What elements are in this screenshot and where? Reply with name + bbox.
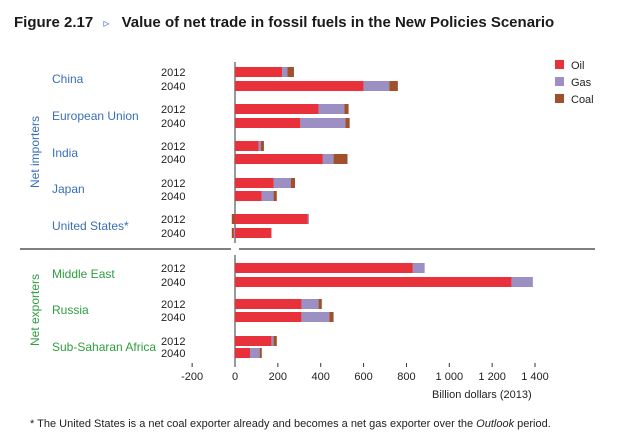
bar-coal — [389, 81, 398, 91]
bar-gas — [261, 191, 274, 201]
legend-label: Gas — [571, 77, 592, 89]
bar-oil — [235, 104, 319, 114]
year-label: 2012 — [161, 263, 185, 275]
year-label: 2012 — [161, 141, 185, 153]
bar-oil — [235, 118, 301, 128]
region-label: United States* — [52, 219, 129, 233]
year-label: 2040 — [161, 191, 185, 203]
region-label: European Union — [52, 109, 139, 123]
year-label: 2012 — [161, 299, 185, 311]
bar-coal — [273, 191, 277, 201]
bar-coal — [344, 104, 349, 114]
bar-gas — [300, 118, 346, 128]
bar-coal — [318, 299, 322, 309]
bar-oil — [235, 67, 283, 77]
bar-coal — [259, 348, 262, 358]
bar-gas — [301, 312, 330, 322]
bar-coal — [329, 312, 334, 322]
bar-gas — [258, 141, 261, 151]
bar-coal — [231, 228, 234, 238]
year-label: 2040 — [161, 312, 185, 324]
region-label: India — [52, 146, 78, 160]
region-label: China — [52, 72, 84, 86]
year-label: 2012 — [161, 67, 185, 79]
bar-coal — [290, 178, 296, 188]
bar-oil — [235, 312, 302, 322]
legend-label: Oil — [571, 60, 584, 72]
x-tick-label: 1 200 — [478, 371, 506, 383]
legend-swatch-gas — [555, 77, 564, 86]
figure-number: Figure 2.17 — [14, 14, 94, 31]
x-tick-label: 1 400 — [521, 371, 549, 383]
bar-oil — [235, 277, 512, 287]
bar-gas — [363, 81, 390, 91]
chart-title: Value of net trade in fossil fuels in th… — [121, 14, 555, 31]
x-tick-label: 800 — [397, 371, 415, 383]
bar-gas — [322, 154, 334, 164]
x-tick-label: 600 — [354, 371, 372, 383]
bar-gas — [271, 336, 274, 346]
bar-coal — [273, 336, 277, 346]
x-tick-label: 0 — [232, 371, 238, 383]
region-label: Sub-Saharan Africa — [52, 340, 156, 354]
bar-gas — [318, 104, 345, 114]
year-label: 2040 — [161, 277, 185, 289]
x-axis-label: Billion dollars (2013) — [432, 389, 532, 401]
year-label: 2040 — [161, 118, 185, 130]
chart-canvas: -200 0 200 400 600 800 1 000 1 200 1 400 Billion … — [20, 60, 595, 401]
footnote-text-before: * The United States is a net coal export… — [30, 418, 477, 430]
bar-gas — [233, 228, 235, 238]
year-label: 2040 — [161, 81, 185, 93]
bar-oil — [235, 348, 251, 358]
bar-oil — [235, 81, 364, 91]
bar-oil — [235, 228, 272, 238]
bar-oil — [235, 141, 259, 151]
footnote-text-after: period. — [514, 418, 551, 430]
x-tick-label: -200 — [181, 371, 203, 383]
year-label: 2040 — [161, 348, 185, 360]
group-label-importers: Net importers — [28, 116, 42, 188]
bar-oil — [235, 299, 302, 309]
bar-oil — [235, 263, 413, 273]
year-label: 2012 — [161, 104, 185, 116]
year-label: 2012 — [161, 214, 185, 226]
bar-oil — [235, 214, 308, 224]
year-label: 2040 — [161, 228, 185, 240]
bar-oil — [235, 191, 262, 201]
x-tick-label: 1 000 — [436, 371, 464, 383]
bar-oil — [235, 178, 274, 188]
bar-gas — [307, 214, 309, 224]
legend-swatch-oil — [555, 60, 564, 69]
x-tick-label: 400 — [312, 371, 330, 383]
legend-label: Coal — [571, 94, 594, 106]
bar-gas — [301, 299, 319, 309]
bar-gas — [282, 67, 288, 77]
bar-coal — [345, 118, 350, 128]
bar-coal — [287, 67, 294, 77]
bar-oil — [235, 336, 272, 346]
region-label: Middle East — [52, 267, 115, 281]
bar-gas — [511, 277, 533, 287]
footnote-italic: Outlook — [476, 418, 515, 430]
figure-title: Figure 2.17 ▹ Value of net trade in foss… — [14, 14, 634, 38]
bar-gas — [250, 348, 260, 358]
footnote: * The United States is a net coal export… — [30, 418, 630, 430]
bar-gas — [412, 263, 425, 273]
year-label: 2012 — [161, 178, 185, 190]
bar-coal — [333, 154, 348, 164]
triangle-arrow-icon: ▹ — [103, 16, 110, 30]
group-label-exporters: Net exporters — [28, 274, 42, 346]
year-label: 2012 — [161, 336, 185, 348]
bar-oil — [235, 154, 323, 164]
region-label: Japan — [52, 182, 85, 196]
legend-swatch-coal — [555, 94, 564, 103]
region-label: Russia — [52, 303, 89, 317]
bar-coal — [260, 141, 264, 151]
axis-break — [231, 243, 239, 255]
bar-coal — [231, 214, 235, 224]
bar-gas — [273, 178, 291, 188]
x-tick-label: 200 — [269, 371, 287, 383]
year-label: 2040 — [161, 154, 185, 166]
